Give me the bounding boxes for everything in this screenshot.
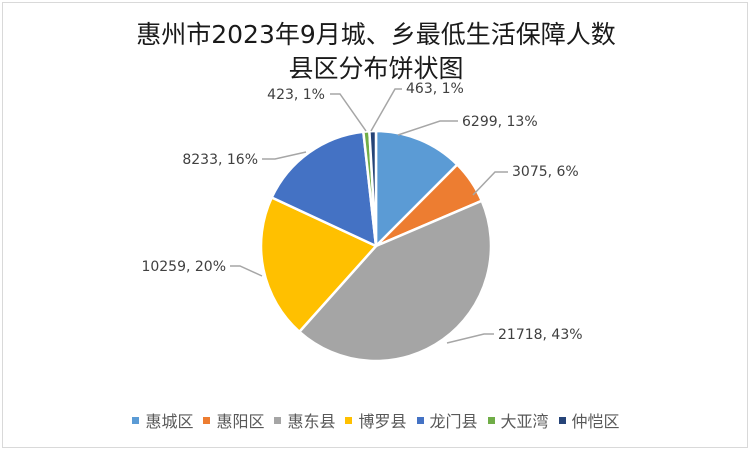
legend-item-boluo[interactable]: 博罗县 bbox=[345, 408, 407, 432]
legend-label: 惠东县 bbox=[287, 412, 336, 431]
legend-label: 博罗县 bbox=[358, 412, 407, 431]
pie-slice-3[interactable] bbox=[259, 196, 378, 334]
pie-slice-4[interactable] bbox=[270, 130, 378, 248]
leader-line bbox=[230, 265, 263, 277]
legend-swatch bbox=[345, 416, 353, 424]
legend-item-huidong[interactable]: 惠东县 bbox=[274, 408, 335, 432]
leader-line bbox=[262, 151, 307, 160]
pie-slice-2[interactable] bbox=[298, 199, 493, 363]
legend-label: 惠城区 bbox=[145, 412, 194, 431]
legend-swatch bbox=[558, 416, 566, 424]
data-label: 423, 1% bbox=[267, 87, 325, 103]
leader-lines bbox=[230, 88, 508, 344]
legend: 惠城区 惠阳区 惠东县 博罗县 龙门县 大亚湾 仲恺区 bbox=[0, 408, 752, 432]
leader-line bbox=[472, 171, 508, 196]
legend-swatch bbox=[487, 416, 495, 424]
leader-line bbox=[330, 93, 367, 132]
chart-title-line2: 县区分布饼状图 bbox=[288, 54, 464, 83]
data-labels: 6299, 13% 3075, 6% 21718, 43% 10259, 20% 823… bbox=[141, 81, 582, 343]
legend-label: 仲恺区 bbox=[571, 412, 620, 431]
legend-item-huiyang[interactable]: 惠阳区 bbox=[203, 408, 264, 432]
legend-item-longmen[interactable]: 龙门县 bbox=[416, 408, 478, 432]
legend-swatch bbox=[274, 416, 282, 424]
legend-label: 龙门县 bbox=[429, 412, 478, 431]
legend-item-dayawan[interactable]: 大亚湾 bbox=[487, 408, 549, 432]
legend-item-zhongkai[interactable]: 仲恺区 bbox=[558, 408, 620, 432]
legend-label: 惠阳区 bbox=[216, 412, 265, 431]
legend-swatch bbox=[132, 416, 140, 424]
legend-swatch bbox=[416, 416, 424, 424]
legend-swatch bbox=[203, 416, 211, 424]
legend-label: 大亚湾 bbox=[500, 412, 549, 431]
data-label: 3075, 6% bbox=[512, 164, 579, 180]
data-label: 21718, 43% bbox=[498, 327, 583, 343]
data-label: 8233, 16% bbox=[182, 152, 258, 168]
chart-title-line1: 惠州市2023年9月城、乡最低生活保障人数 bbox=[136, 20, 616, 49]
pie-slice-0[interactable] bbox=[374, 129, 459, 248]
leader-line bbox=[446, 333, 494, 344]
leader-line bbox=[397, 120, 458, 136]
pie-slices bbox=[259, 129, 493, 363]
pie-slice-6[interactable] bbox=[368, 129, 378, 248]
legend-item-huicheng[interactable]: 惠城区 bbox=[132, 408, 193, 432]
data-label: 463, 1% bbox=[406, 81, 464, 97]
leader-line bbox=[370, 88, 402, 132]
data-label: 6299, 13% bbox=[462, 114, 538, 130]
data-label: 10259, 20% bbox=[141, 259, 226, 275]
